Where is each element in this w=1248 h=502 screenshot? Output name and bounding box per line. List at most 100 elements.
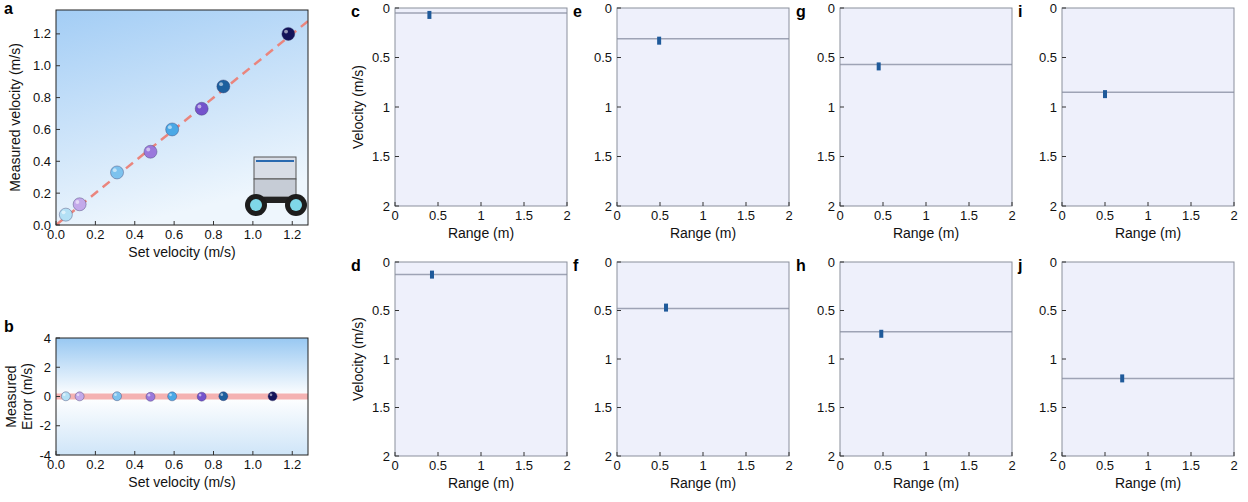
y-tick-label: 1.5 [372,149,390,164]
y-tick [395,156,399,157]
y-axis-title-line: Error (m/s) [19,363,35,430]
point-highlight [199,394,202,397]
plot-background [617,8,789,206]
set-velocity-line [617,308,789,310]
y-tick-label: 0 [1050,255,1057,270]
x-tick [174,451,175,455]
x-tick [617,452,618,456]
y-tick-label: 0 [383,255,390,270]
x-tick-label: 0.5 [651,458,669,473]
identity-line [56,10,308,225]
x-tick-label: 0.4 [126,457,144,472]
x-tick-label: 2 [563,208,570,223]
x-tick-label: 0 [1058,208,1065,223]
panel-b: 0.00.20.40.60.81.01.2-4-2024Set velocity… [3,318,308,490]
y-axis-title-line: Measured [3,365,19,427]
y-tick [56,225,60,226]
plot-frame [395,8,567,206]
y-tick-label: 1 [605,100,612,115]
x-tick-label: 1.5 [737,208,755,223]
y-tick-label: 2 [1050,449,1057,464]
x-tick-label: 1 [699,458,706,473]
x-tick [1148,452,1149,456]
x-tick-label: 0.6 [165,227,183,242]
y-tick [56,97,60,98]
y-tick [840,206,844,207]
y-tick-label: 1.5 [1039,400,1057,415]
data-point [268,392,277,401]
x-tick-label: 0 [391,458,398,473]
x-tick-label: 0 [1058,458,1065,473]
x-axis-title: Set velocity (m/s) [128,244,235,260]
detection-mark [1103,90,1107,98]
plot-frame [840,262,1012,456]
y-tick-label: 1 [828,100,835,115]
y-tick-label: 2 [605,449,612,464]
x-tick-label: 0.5 [874,458,892,473]
panel-letter: f [573,257,579,274]
x-tick [840,202,841,206]
y-tick [56,367,60,368]
x-tick [56,451,57,455]
plot-frame [56,338,308,455]
y-tick [395,359,399,360]
x-tick-label: 0.5 [429,208,447,223]
x-tick [292,451,293,455]
marks [617,37,789,45]
y-tick [1062,359,1066,360]
plot-frame [56,10,308,225]
panel-letter: e [573,3,582,20]
y-tick-label: 2 [383,449,390,464]
x-tick [1012,452,1013,456]
y-tick-label: 1.5 [372,400,390,415]
y-tick [840,407,844,408]
marks [617,304,789,312]
point-highlight [62,210,66,214]
robot-wheel [245,194,267,216]
point-highlight [270,393,273,396]
y-tick-label: 1.5 [594,149,612,164]
x-tick-label: 0.8 [204,227,222,242]
robot-hub [250,199,262,211]
x-tick [213,451,214,455]
x-tick-label: 0.8 [204,457,222,472]
y-tick-label: 0.5 [817,303,835,318]
x-axis-title: Range (m) [448,225,514,241]
plot-frame [617,8,789,206]
x-tick [395,202,396,206]
y-tick-label: 1 [1050,100,1057,115]
y-tick [395,407,399,408]
detection-mark [657,37,661,45]
y-tick-label: 2 [383,199,390,214]
set-velocity-line [1062,378,1234,380]
y-tick [56,396,60,397]
y-tick [395,456,399,457]
data-point [282,27,295,40]
set-velocity-line [395,274,567,276]
x-tick [292,221,293,225]
plot-background [56,10,308,225]
y-tick-label: 1 [1050,352,1057,367]
y-tick-label: 0.5 [594,50,612,65]
plot-frame [395,262,567,456]
y-tick [395,310,399,311]
panel-e: 00.511.5200.511.52Range (m)e [573,1,793,242]
y-tick [617,206,621,207]
panel-letter: d [351,257,361,274]
x-tick-label: 1.2 [283,457,301,472]
x-tick [524,452,525,456]
y-tick [617,359,621,360]
x-tick [1148,202,1149,206]
x-tick [969,452,970,456]
marks [56,392,308,402]
x-axis-title: Range (m) [893,475,959,491]
robot-board [256,160,294,162]
y-tick-label: 2 [1050,199,1057,214]
x-tick [746,202,747,206]
x-axis-title: Range (m) [893,225,959,241]
data-point [111,166,124,179]
x-tick [703,202,704,206]
x-tick [1062,452,1063,456]
y-tick [617,57,621,58]
x-tick [840,452,841,456]
